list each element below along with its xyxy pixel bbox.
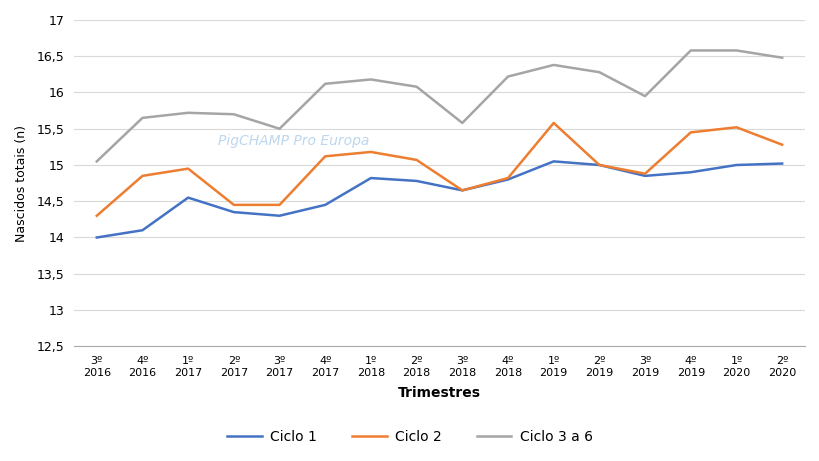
Ciclo 2 xyxy=(776,142,786,148)
Ciclo 3 a 6 xyxy=(640,94,649,99)
Ciclo 3 a 6 xyxy=(731,47,740,53)
Ciclo 3 a 6 xyxy=(274,126,284,131)
Ciclo 3 a 6 xyxy=(320,81,330,87)
Ciclo 2 xyxy=(411,157,421,163)
Ciclo 2 xyxy=(640,171,649,177)
Ciclo 2 xyxy=(365,149,375,155)
Ciclo 2 xyxy=(138,173,147,179)
Ciclo 1 xyxy=(776,161,786,166)
Ciclo 3 a 6 xyxy=(594,70,604,75)
Line: Ciclo 1: Ciclo 1 xyxy=(97,161,781,237)
Ciclo 1 xyxy=(92,235,102,240)
Ciclo 2 xyxy=(731,124,740,130)
Ciclo 1 xyxy=(548,159,558,164)
Ciclo 1 xyxy=(640,173,649,179)
Legend: Ciclo 1, Ciclo 2, Ciclo 3 a 6: Ciclo 1, Ciclo 2, Ciclo 3 a 6 xyxy=(222,424,597,449)
Y-axis label: Nascidos totais (n): Nascidos totais (n) xyxy=(15,124,28,242)
Ciclo 3 a 6 xyxy=(776,55,786,60)
Ciclo 3 a 6 xyxy=(548,62,558,68)
Ciclo 3 a 6 xyxy=(411,84,421,89)
Text: PigCHAMP Pro Europa: PigCHAMP Pro Europa xyxy=(217,134,369,148)
Ciclo 3 a 6 xyxy=(457,120,467,126)
Ciclo 3 a 6 xyxy=(503,74,513,79)
Ciclo 1 xyxy=(274,213,284,219)
Ciclo 2 xyxy=(503,175,513,181)
Ciclo 1 xyxy=(138,227,147,233)
X-axis label: Trimestres: Trimestres xyxy=(397,386,481,400)
Ciclo 3 a 6 xyxy=(229,112,238,117)
Ciclo 3 a 6 xyxy=(92,159,102,164)
Ciclo 2 xyxy=(457,188,467,193)
Ciclo 1 xyxy=(685,170,695,175)
Line: Ciclo 2: Ciclo 2 xyxy=(97,123,781,216)
Ciclo 3 a 6 xyxy=(365,77,375,82)
Ciclo 1 xyxy=(229,209,238,215)
Ciclo 1 xyxy=(411,178,421,184)
Ciclo 2 xyxy=(548,120,558,126)
Ciclo 2 xyxy=(685,130,695,135)
Ciclo 3 a 6 xyxy=(138,115,147,121)
Ciclo 2 xyxy=(274,202,284,207)
Ciclo 1 xyxy=(320,202,330,207)
Ciclo 1 xyxy=(365,175,375,181)
Ciclo 2 xyxy=(92,213,102,219)
Ciclo 3 a 6 xyxy=(685,47,695,53)
Ciclo 2 xyxy=(594,162,604,168)
Ciclo 2 xyxy=(183,166,192,171)
Ciclo 1 xyxy=(503,177,513,182)
Ciclo 1 xyxy=(731,162,740,168)
Ciclo 2 xyxy=(320,154,330,159)
Ciclo 2 xyxy=(229,202,238,207)
Ciclo 1 xyxy=(183,195,192,201)
Ciclo 1 xyxy=(457,188,467,193)
Ciclo 1 xyxy=(594,162,604,168)
Line: Ciclo 3 a 6: Ciclo 3 a 6 xyxy=(97,50,781,161)
Ciclo 3 a 6 xyxy=(183,110,192,116)
